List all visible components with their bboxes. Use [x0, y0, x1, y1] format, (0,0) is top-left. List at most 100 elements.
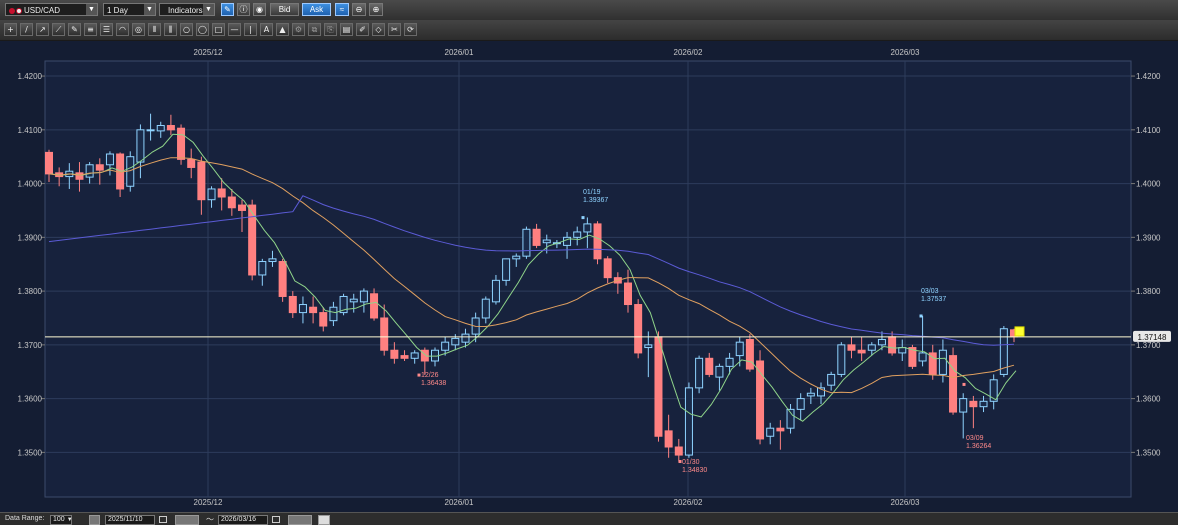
- candle-body: [766, 427, 775, 437]
- candlestick-chart[interactable]: 1.4200 1.4200 1.4100 1.4100 1.4000 1.4000 1.39…: [0, 41, 1178, 512]
- bid-button[interactable]: Bid: [270, 3, 299, 16]
- y-tick-label-right: 1.3500: [1136, 448, 1161, 457]
- x-tick-label-bottom: 2026/01: [445, 498, 474, 507]
- period-selector[interactable]: 1 Day ▼: [103, 3, 156, 16]
- copy-icon[interactable]: ⧉: [308, 23, 321, 36]
- time-zone-icon[interactable]: ⫼: [164, 23, 177, 36]
- delete-all-icon[interactable]: ✂: [388, 23, 401, 36]
- candle-body: [197, 161, 206, 201]
- ask-button[interactable]: Ask: [302, 3, 331, 16]
- ellipse-icon[interactable]: ○: [180, 23, 193, 36]
- bottom-bar: Data Range: 100 ▼ 2025/11/10 ～ 2026/03/16: [0, 512, 1178, 525]
- candle-body: [45, 151, 53, 175]
- candle-body: [166, 125, 175, 131]
- info-icon[interactable]: ⓘ: [237, 3, 250, 16]
- y-tick-label-right: 1.3700: [1136, 341, 1161, 350]
- crosshair-icon[interactable]: +: [4, 23, 17, 36]
- draw-pen-icon[interactable]: ✎: [221, 3, 234, 16]
- y-tick-label-left: 1.4200: [18, 72, 43, 81]
- gann-icon[interactable]: ◎: [132, 23, 145, 36]
- candle-body: [380, 317, 389, 351]
- candle-body: [258, 261, 267, 276]
- annotation-marker: [417, 373, 421, 377]
- candle-body: [451, 337, 460, 346]
- candle-body: [400, 355, 409, 359]
- eraser-icon[interactable]: ◇: [372, 23, 385, 36]
- annotation-value: 1.39367: [583, 197, 608, 204]
- candle-body: [989, 379, 998, 402]
- chevron-down-icon[interactable]: ▼: [203, 4, 214, 15]
- vertical-grid-icon[interactable]: ⦀: [148, 23, 161, 36]
- candle-body: [370, 293, 379, 319]
- candle-body: [745, 338, 754, 370]
- circle-icon[interactable]: ◯: [196, 23, 209, 36]
- calendar-icon[interactable]: [159, 516, 167, 523]
- calendar-icon[interactable]: [272, 516, 280, 523]
- y-tick-label-left: 1.4100: [18, 126, 43, 135]
- start-date-value: 2025/11/10: [108, 516, 143, 523]
- candle-body: [776, 427, 785, 432]
- parallel-lines-icon[interactable]: ≡: [84, 23, 97, 36]
- candle-body: [756, 360, 765, 440]
- trendline-icon[interactable]: /: [20, 23, 33, 36]
- candle-body: [644, 344, 653, 349]
- main-toolbar: USD/CAD ▼ 1 Day ▼ Indicators ▼ ✎ ⓘ ◉ Bid…: [0, 0, 1178, 21]
- indicators-selector[interactable]: Indicators ▼: [159, 3, 215, 16]
- candle-body: [278, 261, 287, 297]
- settings-icon[interactable]: ⚙: [292, 23, 305, 36]
- range-separator: ～: [206, 515, 214, 524]
- camera-icon[interactable]: ◉: [253, 3, 266, 16]
- vertical-line-icon[interactable]: |: [244, 23, 257, 36]
- text-icon[interactable]: A: [260, 23, 273, 36]
- zoom-out-icon[interactable]: ⊖: [352, 3, 366, 16]
- chevron-down-icon[interactable]: ▼: [144, 4, 155, 15]
- candle-body: [288, 295, 297, 314]
- candle-body: [624, 282, 632, 306]
- y-tick-label-left: 1.3500: [18, 448, 43, 457]
- paste-icon[interactable]: ⎘: [324, 23, 337, 36]
- candle-body: [847, 344, 856, 351]
- y-tick-label-left: 1.4000: [18, 180, 43, 189]
- annotation-value: 1.36264: [966, 443, 991, 450]
- fan-icon[interactable]: ◠: [116, 23, 129, 36]
- chevron-down-icon[interactable]: ▼: [86, 4, 97, 15]
- chart-type-icon[interactable]: ≈: [335, 3, 349, 16]
- x-tick-label-top: 2026/02: [674, 48, 703, 57]
- candle-body: [969, 400, 978, 408]
- extended-line-icon[interactable]: ⟋: [52, 23, 65, 36]
- candle-body: [542, 239, 551, 244]
- candle-body: [461, 333, 470, 343]
- price-chart[interactable]: 1.4200 1.4200 1.4100 1.4100 1.4000 1.4000 1.39…: [0, 41, 1178, 512]
- pen-icon[interactable]: ✎: [68, 23, 81, 36]
- horizontal-line-icon[interactable]: —: [228, 23, 241, 36]
- candle-body: [735, 341, 744, 357]
- candle-body: [319, 312, 328, 327]
- properties-icon[interactable]: ▤: [340, 23, 353, 36]
- fibonacci-icon[interactable]: ☰: [100, 23, 113, 36]
- y-tick-label-left: 1.3900: [18, 233, 43, 242]
- current-price-marker: [1014, 326, 1025, 337]
- marker-icon[interactable]: ▲: [276, 23, 289, 36]
- candle-body: [695, 357, 704, 389]
- brush-icon[interactable]: ✐: [356, 23, 369, 36]
- candle-body: [898, 347, 907, 354]
- candle-body: [949, 355, 958, 413]
- candle-body: [248, 204, 257, 276]
- y-tick-label-right: 1.3800: [1136, 287, 1161, 296]
- candle-body: [705, 357, 714, 375]
- y-tick-label-right: 1.3900: [1136, 233, 1161, 242]
- current-price-label: 1.37148: [1138, 333, 1167, 342]
- zoom-in-icon[interactable]: ⊕: [369, 3, 383, 16]
- candle-body: [309, 306, 318, 314]
- candle-body: [959, 398, 968, 413]
- y-tick-label-right: 1.4100: [1136, 126, 1161, 135]
- rectangle-icon[interactable]: □: [212, 23, 225, 36]
- symbol-label: USD/CAD: [24, 6, 61, 15]
- candle-body: [573, 231, 582, 238]
- ray-line-icon[interactable]: ↗: [36, 23, 49, 36]
- rotate-icon[interactable]: ⟳: [404, 23, 417, 36]
- candle-body: [187, 158, 196, 168]
- canada-flag-icon: [16, 7, 22, 14]
- candle-body: [491, 279, 500, 303]
- symbol-selector[interactable]: USD/CAD ▼: [5, 3, 98, 16]
